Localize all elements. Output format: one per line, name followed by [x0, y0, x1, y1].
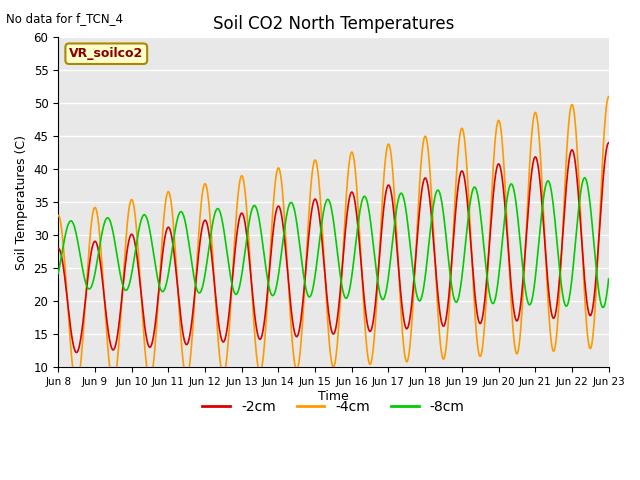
- X-axis label: Time: Time: [318, 389, 349, 403]
- Legend: -2cm, -4cm, -8cm: -2cm, -4cm, -8cm: [196, 394, 470, 420]
- Text: No data for f_TCN_4: No data for f_TCN_4: [6, 12, 124, 25]
- Y-axis label: Soil Temperatures (C): Soil Temperatures (C): [15, 135, 28, 270]
- Text: VR_soilco2: VR_soilco2: [69, 47, 143, 60]
- Title: Soil CO2 North Temperatures: Soil CO2 North Temperatures: [212, 15, 454, 33]
